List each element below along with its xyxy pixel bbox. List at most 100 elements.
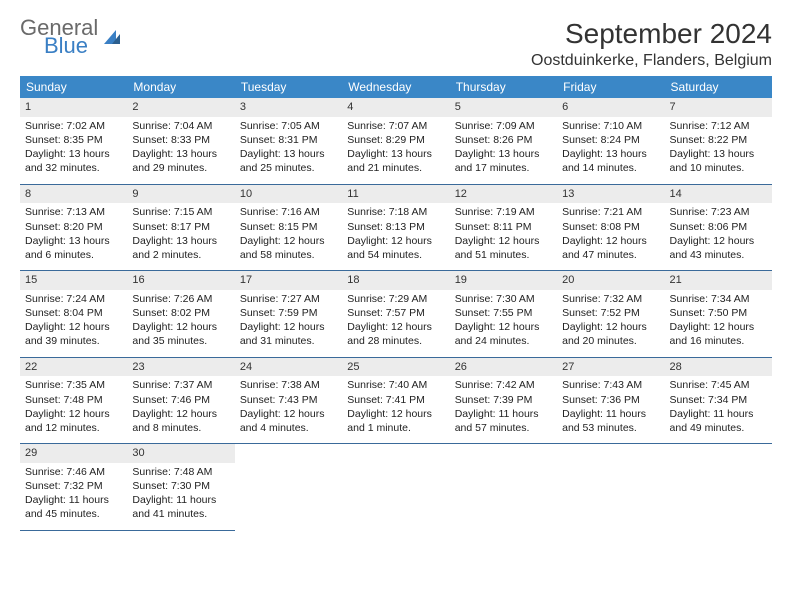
sunrise-line: Sunrise: 7:21 AM	[562, 205, 659, 219]
calendar-cell	[665, 444, 772, 531]
calendar-cell: 14Sunrise: 7:23 AMSunset: 8:06 PMDayligh…	[665, 184, 772, 271]
sunrise-line: Sunrise: 7:07 AM	[347, 119, 444, 133]
day-info: Sunrise: 7:04 AMSunset: 8:33 PMDaylight:…	[132, 119, 229, 176]
calendar-cell: 15 Sunrise: 7:24 AMSunset: 8:04 PMDayligh…	[20, 271, 127, 358]
day-info: Sunrise: 7:34 AMSunset: 7:50 PMDaylight:…	[670, 292, 767, 349]
day-info: Sunrise: 7:29 AMSunset: 7:57 PMDaylight:…	[347, 292, 444, 349]
day-info: Sunrise: 7:02 AMSunset: 8:35 PMDaylight:…	[25, 119, 122, 176]
day-number: 26	[450, 358, 557, 377]
calendar-cell: 29Sunrise: 7:46 AMSunset: 7:32 PMDayligh…	[20, 444, 127, 531]
daylight-line: Daylight: 12 hours and 58 minutes.	[240, 234, 337, 262]
day-number: 27	[557, 358, 664, 377]
day-number: 12	[450, 185, 557, 204]
sunset-line: Sunset: 7:36 PM	[562, 393, 659, 407]
day-number: 15	[20, 271, 127, 290]
sunrise-line: Sunrise: 7:15 AM	[132, 205, 229, 219]
day-info: Sunrise: 7:32 AMSunset: 7:52 PMDaylight:…	[562, 292, 659, 349]
day-info: Sunrise: 7:27 AMSunset: 7:59 PMDaylight:…	[240, 292, 337, 349]
day-info: Sunrise: 7:21 AMSunset: 8:08 PMDaylight:…	[562, 205, 659, 262]
calendar-cell: 30 Sunrise: 7:48 AMSunset: 7:30 PMDayligh…	[127, 444, 234, 531]
daylight-line: Daylight: 12 hours and 39 minutes.	[25, 320, 122, 348]
sunset-line: Sunset: 7:55 PM	[455, 306, 552, 320]
sunrise-line: Sunrise: 7:23 AM	[670, 205, 767, 219]
sunrise-line: Sunrise: 7:04 AM	[132, 119, 229, 133]
weekday-header: Friday	[557, 76, 664, 98]
day-number: 21	[665, 271, 772, 290]
daylight-line: Daylight: 12 hours and 24 minutes.	[455, 320, 552, 348]
day-info: Sunrise: 7:10 AMSunset: 8:24 PMDaylight:…	[562, 119, 659, 176]
daylight-line: Daylight: 12 hours and 28 minutes.	[347, 320, 444, 348]
weekday-header: Monday	[127, 76, 234, 98]
day-number: 25	[342, 358, 449, 377]
daylight-line: Daylight: 12 hours and 12 minutes.	[25, 407, 122, 435]
sunrise-line: Sunrise: 7:37 AM	[132, 378, 229, 392]
day-number: 4	[342, 98, 449, 117]
day-info: Sunrise: 7:09 AMSunset: 8:26 PMDaylight:…	[455, 119, 552, 176]
sunrise-line: Sunrise: 7:16 AM	[240, 205, 337, 219]
calendar-cell: 1 Sunrise: 7:02 AMSunset: 8:35 PMDaylight…	[20, 98, 127, 184]
calendar-cell: 9Sunrise: 7:15 AMSunset: 8:17 PMDaylight…	[127, 184, 234, 271]
calendar-cell: 3Sunrise: 7:05 AMSunset: 8:31 PMDaylight…	[235, 98, 342, 184]
day-info: Sunrise: 7:37 AMSunset: 7:46 PMDaylight:…	[132, 378, 229, 435]
sunset-line: Sunset: 8:17 PM	[132, 220, 229, 234]
sunrise-line: Sunrise: 7:38 AM	[240, 378, 337, 392]
weekday-header: Wednesday	[342, 76, 449, 98]
sunset-line: Sunset: 8:04 PM	[25, 306, 122, 320]
day-number: 5	[450, 98, 557, 117]
daylight-line: Daylight: 11 hours and 45 minutes.	[25, 493, 122, 521]
calendar-cell	[235, 444, 342, 531]
day-info: Sunrise: 7:15 AMSunset: 8:17 PMDaylight:…	[132, 205, 229, 262]
calendar-cell: 19Sunrise: 7:30 AMSunset: 7:55 PMDayligh…	[450, 271, 557, 358]
sunset-line: Sunset: 7:52 PM	[562, 306, 659, 320]
brand-logo: General Blue	[20, 18, 120, 56]
daylight-line: Daylight: 11 hours and 49 minutes.	[670, 407, 767, 435]
day-number: 1	[20, 98, 127, 117]
day-number: 30	[127, 444, 234, 463]
sunrise-line: Sunrise: 7:34 AM	[670, 292, 767, 306]
day-number: 22	[20, 358, 127, 377]
weekday-header: Thursday	[450, 76, 557, 98]
daylight-line: Daylight: 13 hours and 29 minutes.	[132, 147, 229, 175]
day-info: Sunrise: 7:30 AMSunset: 7:55 PMDaylight:…	[455, 292, 552, 349]
day-number: 8	[20, 185, 127, 204]
sunset-line: Sunset: 7:34 PM	[670, 393, 767, 407]
daylight-line: Daylight: 12 hours and 31 minutes.	[240, 320, 337, 348]
day-number: 3	[235, 98, 342, 117]
calendar-table: SundayMondayTuesdayWednesdayThursdayFrid…	[20, 76, 772, 531]
day-info: Sunrise: 7:12 AMSunset: 8:22 PMDaylight:…	[670, 119, 767, 176]
sunset-line: Sunset: 7:57 PM	[347, 306, 444, 320]
calendar-cell: 6Sunrise: 7:10 AMSunset: 8:24 PMDaylight…	[557, 98, 664, 184]
sunset-line: Sunset: 8:13 PM	[347, 220, 444, 234]
weekday-header: Saturday	[665, 76, 772, 98]
day-number: 2	[127, 98, 234, 117]
sunset-line: Sunset: 8:11 PM	[455, 220, 552, 234]
weekday-header: Tuesday	[235, 76, 342, 98]
day-info: Sunrise: 7:24 AMSunset: 8:04 PMDaylight:…	[25, 292, 122, 349]
sunset-line: Sunset: 7:41 PM	[347, 393, 444, 407]
day-number: 16	[127, 271, 234, 290]
day-number: 13	[557, 185, 664, 204]
day-number: 29	[20, 444, 127, 463]
day-info: Sunrise: 7:42 AMSunset: 7:39 PMDaylight:…	[455, 378, 552, 435]
calendar-cell: 25Sunrise: 7:40 AMSunset: 7:41 PMDayligh…	[342, 357, 449, 444]
day-info: Sunrise: 7:07 AMSunset: 8:29 PMDaylight:…	[347, 119, 444, 176]
daylight-line: Daylight: 12 hours and 1 minute.	[347, 407, 444, 435]
sunset-line: Sunset: 8:15 PM	[240, 220, 337, 234]
day-info: Sunrise: 7:45 AMSunset: 7:34 PMDaylight:…	[670, 378, 767, 435]
sunrise-line: Sunrise: 7:40 AM	[347, 378, 444, 392]
sunset-line: Sunset: 7:43 PM	[240, 393, 337, 407]
day-info: Sunrise: 7:43 AMSunset: 7:36 PMDaylight:…	[562, 378, 659, 435]
day-info: Sunrise: 7:48 AMSunset: 7:30 PMDaylight:…	[132, 465, 229, 522]
sunrise-line: Sunrise: 7:29 AM	[347, 292, 444, 306]
day-number: 9	[127, 185, 234, 204]
sunrise-line: Sunrise: 7:48 AM	[132, 465, 229, 479]
sunset-line: Sunset: 7:46 PM	[132, 393, 229, 407]
daylight-line: Daylight: 13 hours and 32 minutes.	[25, 147, 122, 175]
sunrise-line: Sunrise: 7:19 AM	[455, 205, 552, 219]
calendar-cell: 26Sunrise: 7:42 AMSunset: 7:39 PMDayligh…	[450, 357, 557, 444]
day-info: Sunrise: 7:19 AMSunset: 8:11 PMDaylight:…	[455, 205, 552, 262]
sunset-line: Sunset: 8:08 PM	[562, 220, 659, 234]
calendar-cell: 24Sunrise: 7:38 AMSunset: 7:43 PMDayligh…	[235, 357, 342, 444]
day-number: 23	[127, 358, 234, 377]
calendar-cell: 23Sunrise: 7:37 AMSunset: 7:46 PMDayligh…	[127, 357, 234, 444]
